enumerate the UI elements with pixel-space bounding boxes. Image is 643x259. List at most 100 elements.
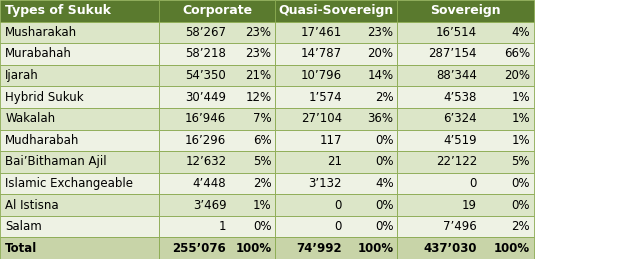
Bar — [397, 21, 534, 43]
Bar — [0, 108, 159, 130]
Bar — [159, 108, 275, 130]
Text: 1’574: 1’574 — [309, 91, 342, 104]
Text: 16’946: 16’946 — [185, 112, 226, 125]
Text: Quasi-Sovereign: Quasi-Sovereign — [278, 4, 394, 17]
Text: Al Istisna: Al Istisna — [5, 199, 59, 212]
Bar — [275, 43, 397, 65]
Text: 0%: 0% — [511, 177, 530, 190]
Bar — [0, 194, 159, 216]
Text: Wakalah: Wakalah — [5, 112, 55, 125]
Text: 117: 117 — [320, 134, 342, 147]
Text: 23%: 23% — [368, 26, 394, 39]
Bar — [397, 151, 534, 173]
Text: 0: 0 — [335, 220, 342, 233]
Text: 12’632: 12’632 — [185, 155, 226, 168]
Text: 0%: 0% — [375, 134, 394, 147]
Bar — [0, 65, 159, 86]
Text: 4’448: 4’448 — [193, 177, 226, 190]
Bar — [0, 43, 159, 65]
Text: 2%: 2% — [253, 177, 271, 190]
Text: Salam: Salam — [5, 220, 42, 233]
Bar — [397, 108, 534, 130]
Text: 6’324: 6’324 — [444, 112, 477, 125]
Text: 17’461: 17’461 — [301, 26, 342, 39]
Bar — [275, 130, 397, 151]
Text: 36%: 36% — [368, 112, 394, 125]
Text: Hybrid Sukuk: Hybrid Sukuk — [5, 91, 84, 104]
Text: 100%: 100% — [235, 242, 271, 255]
Text: 6%: 6% — [253, 134, 271, 147]
Bar — [275, 108, 397, 130]
Bar — [275, 151, 397, 173]
Text: 0%: 0% — [253, 220, 271, 233]
Bar — [397, 216, 534, 238]
Text: 27’104: 27’104 — [301, 112, 342, 125]
Bar — [0, 151, 159, 173]
Bar — [0, 216, 159, 238]
Bar — [275, 194, 397, 216]
Text: Murabahah: Murabahah — [5, 47, 72, 60]
Text: 4’538: 4’538 — [444, 91, 477, 104]
Bar — [275, 173, 397, 194]
Text: Islamic Exchangeable: Islamic Exchangeable — [5, 177, 133, 190]
Text: 287’154: 287’154 — [429, 47, 477, 60]
Text: 58’218: 58’218 — [185, 47, 226, 60]
Text: 74’992: 74’992 — [296, 242, 342, 255]
Bar — [275, 21, 397, 43]
Bar — [397, 0, 534, 21]
Text: 10’796: 10’796 — [301, 69, 342, 82]
Text: 4%: 4% — [375, 177, 394, 190]
Text: 1%: 1% — [253, 199, 271, 212]
Text: 3’469: 3’469 — [193, 199, 226, 212]
Text: 5%: 5% — [511, 155, 530, 168]
Text: 88’344: 88’344 — [436, 69, 477, 82]
Text: Types of Sukuk: Types of Sukuk — [5, 4, 111, 17]
Bar — [0, 86, 159, 108]
Text: 100%: 100% — [494, 242, 530, 255]
Bar — [275, 216, 397, 238]
Text: 12%: 12% — [245, 91, 271, 104]
Text: Sovereign: Sovereign — [430, 4, 501, 17]
Text: 14’787: 14’787 — [301, 47, 342, 60]
Text: Ijarah: Ijarah — [5, 69, 39, 82]
Text: 23%: 23% — [246, 47, 271, 60]
Text: 19: 19 — [462, 199, 477, 212]
Text: 7’496: 7’496 — [444, 220, 477, 233]
Bar — [275, 86, 397, 108]
Text: 20%: 20% — [368, 47, 394, 60]
Text: 2%: 2% — [375, 91, 394, 104]
Text: 0: 0 — [335, 199, 342, 212]
Text: 0%: 0% — [375, 220, 394, 233]
Text: 0%: 0% — [511, 199, 530, 212]
Text: 100%: 100% — [358, 242, 394, 255]
Text: 4%: 4% — [511, 26, 530, 39]
Bar — [397, 43, 534, 65]
Text: 54’350: 54’350 — [186, 69, 226, 82]
Text: 14%: 14% — [367, 69, 394, 82]
Bar — [397, 194, 534, 216]
Text: Musharakah: Musharakah — [5, 26, 77, 39]
Bar — [0, 0, 159, 21]
Bar — [159, 0, 275, 21]
Bar — [159, 194, 275, 216]
Text: 0%: 0% — [375, 199, 394, 212]
Text: 7%: 7% — [253, 112, 271, 125]
Bar — [0, 238, 159, 259]
Bar — [397, 238, 534, 259]
Bar — [397, 173, 534, 194]
Bar — [0, 173, 159, 194]
Text: 437’030: 437’030 — [424, 242, 477, 255]
Text: Total: Total — [5, 242, 37, 255]
Text: 2%: 2% — [511, 220, 530, 233]
Bar — [159, 43, 275, 65]
Bar — [159, 130, 275, 151]
Text: 22’122: 22’122 — [436, 155, 477, 168]
Text: 1%: 1% — [511, 91, 530, 104]
Text: 23%: 23% — [246, 26, 271, 39]
Text: 20%: 20% — [504, 69, 530, 82]
Text: Mudharabah: Mudharabah — [5, 134, 80, 147]
Bar — [159, 173, 275, 194]
Text: 255’076: 255’076 — [172, 242, 226, 255]
Text: 21%: 21% — [245, 69, 271, 82]
Bar — [159, 151, 275, 173]
